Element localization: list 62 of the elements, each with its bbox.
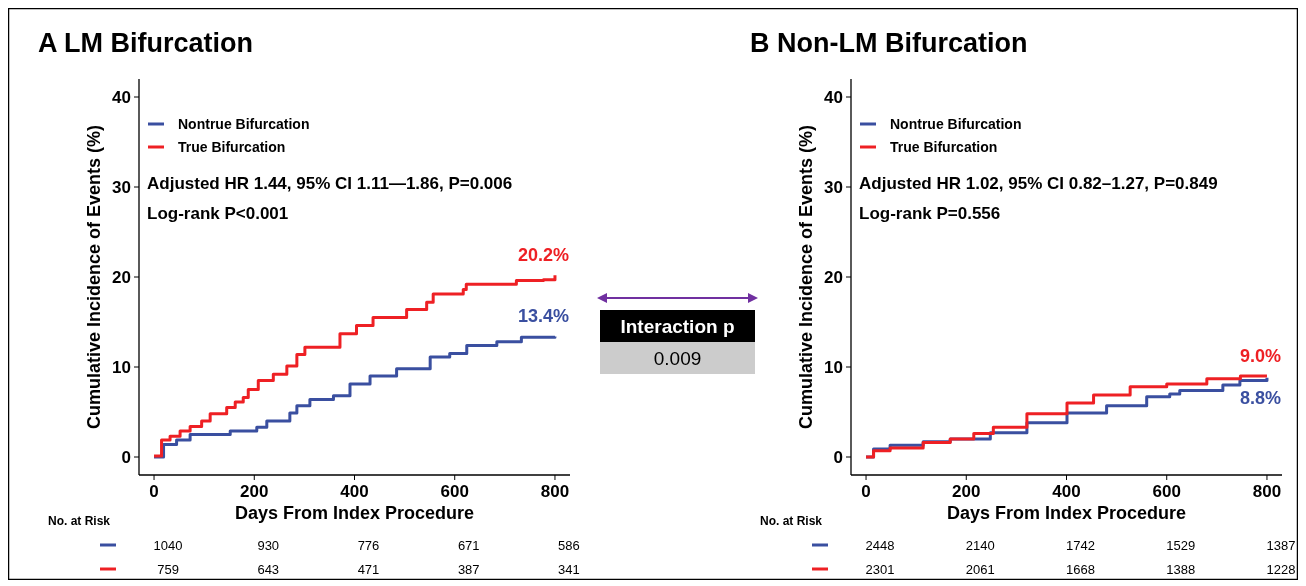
chart-title: B Non-LM Bifurcation [750, 28, 1028, 58]
text: 643 [257, 561, 280, 577]
legend-label: True Bifurcation [178, 138, 286, 155]
y-tick-label: 10 [824, 357, 843, 377]
annotation: Adjusted HR 1.02, 95% CI 0.82–1.27, P=0.849 [859, 174, 1218, 193]
text: 387 [457, 561, 480, 577]
y-tick-label: 0 [121, 447, 131, 467]
legend-label: Nontrue Bifurcation [178, 115, 310, 132]
text: 2140 [965, 537, 995, 553]
y-tick-label: 20 [112, 267, 131, 287]
y-tick-label: 40 [112, 87, 131, 107]
text: 0.009 [653, 347, 702, 369]
x-tick-label: 400 [1052, 482, 1081, 501]
text: 1228 [1266, 561, 1296, 577]
x-axis-title: Days From Index Procedure [234, 503, 475, 523]
text: 1040 [153, 537, 183, 553]
x-tick-label: 0 [861, 482, 871, 501]
data-label: 8.8% [1239, 387, 1281, 408]
x-tick-label: 800 [540, 482, 570, 501]
text: 2448 [865, 537, 895, 553]
y-axis-title: Cumulative Incidence of Events (%) [84, 124, 104, 430]
text: 671 [457, 537, 480, 553]
annotation: Adjusted HR 1.44, 95% CI 1.11—1.86, P=0.006 [147, 174, 513, 193]
text: 1668 [1066, 561, 1095, 577]
x-tick-label: 200 [240, 482, 269, 501]
text: 1387 [1266, 537, 1296, 553]
text: 930 [257, 537, 280, 553]
text: Interaction p [620, 315, 735, 337]
chart-title: A LM Bifurcation [38, 28, 253, 58]
text: No. at Risk [48, 514, 111, 528]
y-tick-label: 30 [112, 177, 131, 197]
x-tick-label: 600 [440, 482, 469, 501]
y-tick-label: 20 [824, 267, 843, 287]
data-label: 13.4% [517, 306, 569, 327]
text: 586 [558, 537, 580, 553]
text: 2301 [865, 561, 895, 577]
annotation: Log-rank P=0.556 [859, 204, 1001, 223]
text: 776 [357, 537, 380, 553]
legend-label: True Bifurcation [890, 138, 998, 155]
y-tick-label: 40 [824, 87, 843, 107]
text: 1529 [1166, 537, 1196, 553]
y-tick-label: 0 [833, 447, 843, 467]
text: 2061 [965, 561, 995, 577]
y-tick-label: 30 [824, 177, 843, 197]
text: 1742 [1066, 537, 1095, 553]
text: 1388 [1166, 561, 1196, 577]
data-label: 20.2% [517, 245, 569, 266]
x-tick-label: 600 [1152, 482, 1181, 501]
y-axis-title: Cumulative Incidence of Events (%) [796, 124, 816, 430]
legend-label: Nontrue Bifurcation [890, 115, 1022, 132]
data-label: 9.0% [1239, 346, 1281, 366]
text: 471 [357, 561, 380, 577]
y-tick-label: 10 [112, 357, 131, 377]
text: 759 [157, 561, 179, 577]
text: 341 [558, 561, 580, 577]
x-tick-label: 200 [952, 482, 981, 501]
annotation: Log-rank P<0.001 [147, 204, 289, 223]
x-axis-title: Days From Index Procedure [946, 503, 1187, 523]
x-tick-label: 400 [340, 482, 369, 501]
text: No. at Risk [760, 514, 823, 528]
x-tick-label: 800 [1252, 482, 1282, 501]
x-tick-label: 0 [149, 482, 159, 501]
